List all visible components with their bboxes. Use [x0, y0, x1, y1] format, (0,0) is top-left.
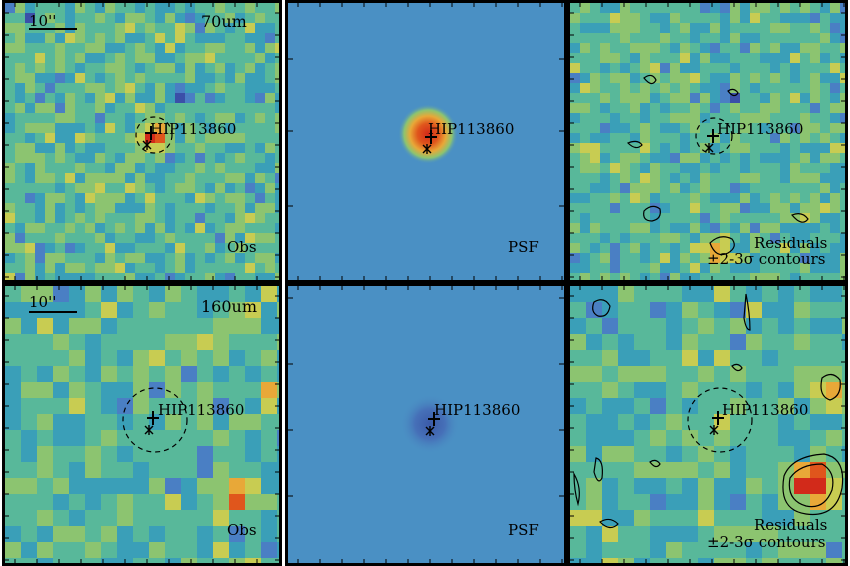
scalebar-label: 10''	[29, 12, 57, 30]
psf-image-160um: 20 15 10 5	[288, 286, 564, 563]
contour-line	[743, 293, 751, 331]
contour-line	[709, 236, 735, 256]
source-marker	[144, 411, 159, 435]
band-label: 70um	[201, 12, 247, 31]
aperture-circle	[687, 387, 753, 453]
pixel-grid	[5, 286, 279, 563]
contour-line	[592, 299, 611, 317]
panel-type-label: PSF	[508, 238, 539, 256]
residuals-image-70um	[570, 3, 845, 280]
residuals-panel-160um: HIP113860 Residuals ±2-3σ contours	[567, 283, 848, 566]
pixel-grid	[5, 3, 279, 280]
contour-line	[791, 213, 809, 223]
tick-label: 30	[288, 50, 289, 62]
aperture-circle	[135, 116, 173, 154]
axis-ticks	[288, 3, 564, 280]
psf-blob	[400, 394, 460, 454]
contour-line	[593, 457, 603, 482]
axis-ticks	[5, 3, 279, 280]
axis-ticks	[288, 286, 564, 563]
contour-line	[626, 140, 643, 149]
source-marker	[142, 126, 157, 150]
source-marker	[709, 411, 724, 435]
tick-label: 10	[288, 197, 289, 209]
psf-panel-70um: 30 20 10 HIP113860 PSF	[285, 0, 567, 283]
obs-image-70um	[5, 3, 279, 280]
source-marker	[422, 130, 437, 154]
target-label: HIP113860	[158, 401, 245, 419]
contours-label: ±2-3σ contours	[707, 533, 826, 551]
psf-panel-160um: 20 15 10 5 HIP113860 PSF	[285, 283, 567, 566]
contours-label: ±2-3σ contours	[707, 250, 826, 268]
obs-image-160um	[5, 286, 279, 563]
target-label: HIP113860	[717, 120, 804, 138]
obs-panel-70um: 10'' 70um HIP113860 Obs	[2, 0, 282, 283]
panel-type-label: Obs	[227, 238, 257, 256]
contour-line	[599, 518, 619, 529]
residuals-panel-70um: HIP113860 Residuals ±2-3σ contours	[567, 0, 848, 283]
axis-ticks	[570, 286, 845, 563]
residuals-label: Residuals	[754, 516, 828, 534]
residuals-image-160um	[570, 286, 845, 563]
source-marker	[425, 412, 440, 436]
tick-label: 10	[288, 421, 289, 433]
contour-line	[727, 88, 739, 97]
tick-label: 15	[288, 355, 289, 367]
panel-type-label: PSF	[508, 521, 539, 539]
tick-label: 5	[288, 493, 289, 499]
contour-line	[731, 363, 743, 372]
aperture-circle	[695, 117, 733, 155]
psf-image-70um: 30 20 10	[288, 3, 564, 280]
contour-line	[788, 463, 834, 508]
contour-line	[649, 459, 661, 468]
pixel-grid	[570, 286, 845, 563]
scalebar-label: 10''	[29, 293, 57, 311]
target-label: HIP113860	[434, 401, 521, 419]
contour-line	[820, 373, 841, 401]
psf-blob	[398, 104, 458, 164]
obs-panel-160um: 10'' 160um HIP113860 Obs	[2, 283, 282, 566]
band-label: 160um	[201, 297, 258, 316]
target-label: HIP113860	[150, 120, 237, 138]
source-marker	[704, 129, 719, 153]
target-label: HIP113860	[428, 120, 515, 138]
contour-line	[782, 453, 844, 516]
contour-line	[573, 471, 580, 507]
axis-ticks	[5, 286, 279, 563]
residuals-label: Residuals	[754, 234, 828, 252]
axis-ticks	[570, 3, 845, 280]
tick-label: 20	[288, 289, 289, 301]
pixel-grid	[570, 3, 845, 280]
target-label: HIP113860	[722, 401, 809, 419]
tick-label: 20	[288, 122, 289, 134]
contour-line	[643, 205, 661, 222]
contour-line	[643, 74, 657, 85]
aperture-circle	[122, 387, 188, 453]
panel-type-label: Obs	[227, 521, 257, 539]
